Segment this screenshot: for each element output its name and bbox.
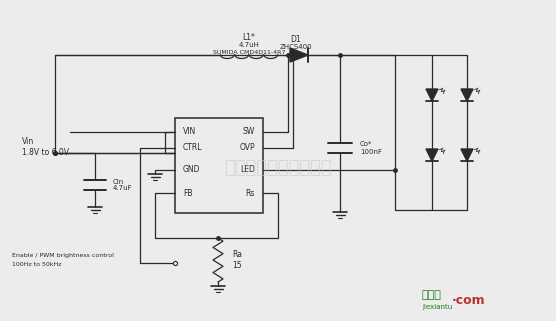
Text: Cin
4.7uF: Cin 4.7uF bbox=[113, 178, 133, 192]
Text: jiexiantu: jiexiantu bbox=[422, 304, 452, 310]
Text: SW: SW bbox=[243, 127, 255, 136]
Text: SUMIDA CMD4D11-4R7: SUMIDA CMD4D11-4R7 bbox=[213, 49, 285, 55]
Bar bbox=[175, 118, 263, 213]
Text: LED: LED bbox=[240, 166, 255, 175]
Text: ZHCS400: ZHCS400 bbox=[280, 44, 312, 50]
Polygon shape bbox=[290, 48, 308, 62]
Text: 100Hz to 50kHz: 100Hz to 50kHz bbox=[12, 263, 62, 267]
Text: L1*: L1* bbox=[242, 33, 255, 42]
Text: FB: FB bbox=[183, 188, 192, 197]
Text: GND: GND bbox=[183, 166, 201, 175]
Text: OVP: OVP bbox=[240, 143, 255, 152]
Text: 接线图: 接线图 bbox=[422, 290, 442, 300]
Text: Co*
100nF: Co* 100nF bbox=[360, 142, 382, 154]
Text: 4.7uH: 4.7uH bbox=[239, 42, 260, 48]
Text: VIN: VIN bbox=[183, 127, 196, 136]
Polygon shape bbox=[426, 89, 438, 101]
Text: 杭州特睿科技有限公司: 杭州特睿科技有限公司 bbox=[224, 159, 332, 177]
Text: Ra
15: Ra 15 bbox=[232, 250, 242, 270]
Text: CTRL: CTRL bbox=[183, 143, 202, 152]
Text: Rs: Rs bbox=[246, 188, 255, 197]
Text: D1: D1 bbox=[291, 36, 301, 45]
Polygon shape bbox=[426, 149, 438, 161]
Text: Enable / PWM brightness control: Enable / PWM brightness control bbox=[12, 254, 114, 258]
Polygon shape bbox=[461, 149, 473, 161]
Text: Vin
1.8V to 6.0V: Vin 1.8V to 6.0V bbox=[22, 137, 69, 157]
Polygon shape bbox=[461, 89, 473, 101]
Text: ·com: ·com bbox=[452, 293, 485, 307]
